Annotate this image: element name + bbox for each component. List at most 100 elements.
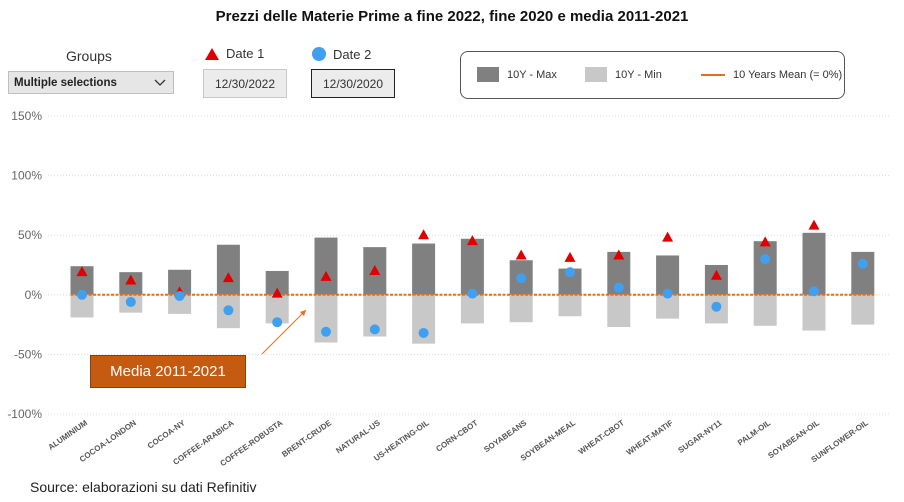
bar-min <box>460 294 484 324</box>
date1-marker <box>466 235 478 246</box>
bar-max <box>70 266 94 295</box>
legend-item-min: 10Y - Min <box>585 52 662 97</box>
bar-max <box>656 255 680 295</box>
date1-marker <box>369 264 381 275</box>
annotation-arrow <box>261 309 307 355</box>
date1-marker <box>662 231 674 242</box>
bar-min <box>802 294 826 331</box>
bar-min <box>314 294 338 343</box>
bar-min <box>265 294 289 324</box>
chart-title: Prezzi delle Materie Prime a fine 2022, … <box>215 8 689 25</box>
bar-min <box>70 294 94 318</box>
legend-label-min: 10Y - Min <box>615 68 662 81</box>
date2-marker <box>662 288 673 299</box>
date1-label: Date 1 <box>226 46 265 61</box>
date2-marker <box>467 288 478 299</box>
date1-marker <box>759 236 771 247</box>
groups-dropdown-value: Multiple selections <box>14 76 117 89</box>
bar-max <box>460 238 484 295</box>
bar-max <box>216 244 240 295</box>
bar-min <box>656 294 680 319</box>
date1-marker <box>418 229 430 240</box>
x-tick-label: WHEAT-CBOT <box>577 418 626 456</box>
annotation-arrowhead <box>300 310 306 316</box>
bar-min <box>558 294 582 317</box>
legend-swatch-mean <box>701 73 725 76</box>
bar-max <box>704 265 728 295</box>
chevron-down-icon <box>154 79 166 86</box>
date2-label-group: Date 2 <box>311 46 371 62</box>
bar-max <box>314 237 338 295</box>
date2-marker <box>809 286 819 297</box>
y-tick-label: 0% <box>25 288 43 302</box>
bar-max <box>802 232 826 295</box>
legend: 10Y - Max 10Y - Min 10 Years Mean (= 0%) <box>460 51 845 99</box>
date2-marker <box>125 296 136 307</box>
x-tick-label: PALM-OIL <box>736 418 772 447</box>
annotation-box: Media 2011-2021 <box>90 355 246 388</box>
date2-marker <box>857 258 868 269</box>
date2-marker <box>760 254 771 265</box>
legend-item-mean: 10 Years Mean (= 0%) <box>701 52 842 97</box>
date1-marker <box>271 287 283 298</box>
date1-marker <box>222 272 234 283</box>
date1-marker <box>515 249 527 260</box>
bar-max <box>168 269 192 295</box>
date2-marker <box>369 324 380 335</box>
x-tick-label: SUGAR-NY11 <box>677 418 724 455</box>
bar-min <box>753 294 777 326</box>
bar-max <box>607 251 631 295</box>
date2-marker <box>418 327 429 338</box>
x-tick-label: WHEAT-MATIF <box>625 418 675 457</box>
date1-marker <box>320 270 332 281</box>
x-tick-label: NATURAL-US <box>334 418 382 455</box>
circle-marker-icon <box>312 47 326 61</box>
bar-min <box>509 294 533 323</box>
date2-marker <box>77 289 87 300</box>
legend-item-max: 10Y - Max <box>477 52 557 97</box>
date2-marker <box>321 326 331 337</box>
date2-marker <box>272 317 283 328</box>
date1-label-group: Date 1 <box>204 46 264 61</box>
date2-marker <box>174 290 185 301</box>
y-tick-label: 50% <box>18 228 42 242</box>
date1-input[interactable]: 12/30/2022 <box>203 69 287 98</box>
triangle-marker-icon <box>205 47 219 60</box>
bar-max <box>412 243 436 295</box>
date2-input[interactable]: 12/30/2020 <box>311 69 395 98</box>
groups-label: Groups <box>66 48 112 64</box>
bar-min <box>168 294 192 314</box>
date1-marker <box>808 219 820 230</box>
date2-marker <box>613 282 624 293</box>
bar-max <box>851 251 875 295</box>
x-tick-label: COCOA-NY <box>146 418 187 451</box>
bar-min <box>607 294 631 327</box>
bar-min <box>363 294 387 337</box>
date1-marker <box>613 249 625 260</box>
bar-max <box>753 241 777 295</box>
x-tick-label: BRENT-CRUDE <box>280 418 333 459</box>
bar-max <box>558 268 582 295</box>
date1-marker <box>564 251 576 262</box>
legend-swatch-max <box>477 67 499 82</box>
groups-dropdown[interactable]: Multiple selections <box>8 71 174 94</box>
date2-marker <box>516 273 527 284</box>
x-tick-label: ALUMINIUM <box>46 418 89 452</box>
date2-marker <box>223 305 234 316</box>
date2-label: Date 2 <box>333 46 372 62</box>
bar-min <box>851 294 875 325</box>
y-tick-label: -100% <box>7 407 42 421</box>
date1-marker <box>76 266 88 277</box>
y-tick-label: 100% <box>11 169 42 183</box>
bar-min <box>412 294 436 344</box>
x-tick-label: SOYABEANS <box>482 418 529 454</box>
x-tick-label: CORN-CBOT <box>434 418 479 453</box>
date2-marker <box>711 301 722 312</box>
date1-marker <box>125 274 137 285</box>
date2-marker <box>565 267 575 278</box>
bar-max <box>265 270 289 295</box>
y-tick-label: 150% <box>11 109 42 123</box>
legend-swatch-min <box>585 67 607 82</box>
source-note: Source: elaborazioni su dati Refinitiv <box>30 479 257 495</box>
